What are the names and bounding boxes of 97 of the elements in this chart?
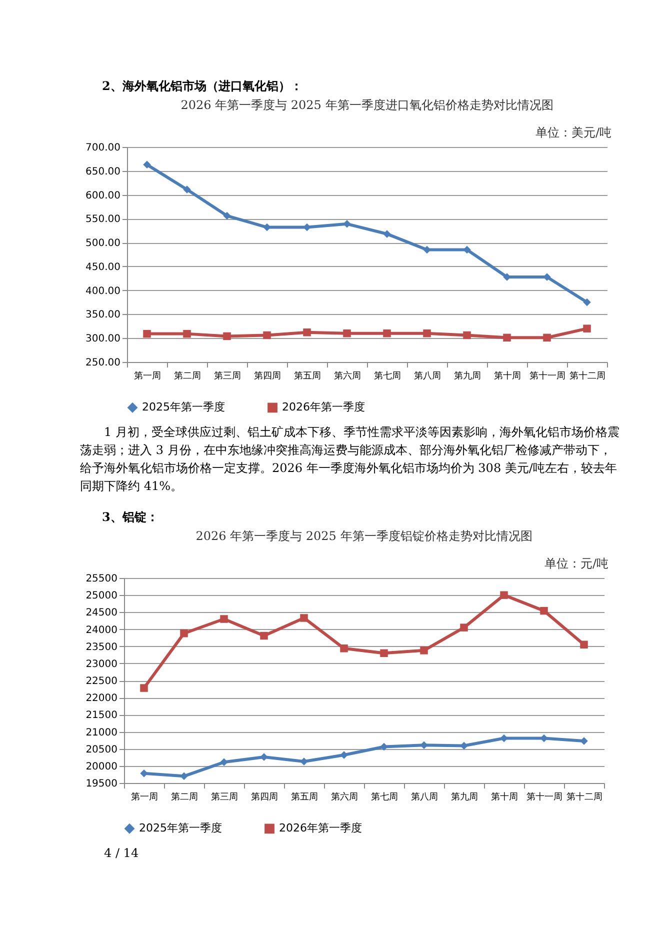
legend-label: 2026年第一季度	[279, 822, 362, 835]
point	[260, 753, 268, 761]
x-tick-label: 第九周	[454, 370, 481, 382]
y-axis-title: 单位：元/吨	[544, 556, 608, 570]
y-tick-label: 250.00	[86, 358, 120, 368]
point	[383, 230, 391, 238]
x-tick-label: 第五周	[294, 370, 321, 382]
point	[380, 649, 388, 658]
point	[220, 758, 228, 766]
y-tick-label: 550.00	[86, 214, 120, 226]
y-tick-label: 700.00	[86, 142, 120, 154]
point	[183, 186, 191, 194]
point	[500, 591, 508, 599]
point	[143, 160, 151, 169]
y-tick-label: 20500	[86, 744, 118, 756]
y-tick-label: 22000	[86, 693, 118, 704]
y-tick-label: 21000	[86, 727, 118, 738]
y-tick-label: 400.00	[86, 286, 120, 297]
point	[540, 606, 548, 615]
x-tick-label: 第十二周	[566, 792, 602, 802]
x-tick-label: 第二周	[174, 370, 201, 382]
x-tick-label: 第三周	[214, 370, 241, 382]
point	[423, 329, 431, 338]
legend-label: 2025年第一季度	[142, 400, 225, 414]
text: 3、铝锭：	[102, 509, 160, 526]
point	[583, 324, 591, 332]
x-tick-label: 第二周	[171, 792, 198, 802]
point	[583, 298, 591, 306]
y-tick-label: 21500	[86, 710, 118, 722]
x-tick-label: 第三周	[211, 792, 238, 802]
x-tick-label: 第八周	[414, 370, 441, 382]
point	[180, 629, 188, 638]
y-axis-title: 单位：美元/吨	[535, 126, 612, 140]
point	[223, 332, 231, 340]
x-tick-label: 第六周	[331, 792, 358, 802]
x-tick-label: 第十周	[491, 792, 518, 802]
point	[543, 334, 551, 342]
point	[420, 646, 428, 654]
y-tick-label: 23500	[86, 642, 118, 653]
y-tick-label: 20000	[86, 761, 118, 772]
point	[300, 758, 308, 766]
point	[420, 741, 428, 749]
point	[183, 330, 191, 338]
point	[463, 331, 471, 340]
point	[260, 632, 268, 640]
y-tick-label: 650.00	[86, 166, 120, 178]
point	[223, 212, 231, 220]
y-tick-label: 25500	[86, 574, 118, 584]
x-tick-label: 第五周	[291, 792, 318, 802]
legend-label: 2025年第一季度	[139, 822, 222, 835]
x-tick-label: 第六周	[334, 370, 361, 382]
point	[180, 772, 188, 780]
x-tick-label: 第十一周	[530, 370, 566, 382]
text: 4 / 14	[103, 845, 140, 862]
point	[340, 644, 348, 652]
y-tick-label: 600.00	[86, 190, 120, 202]
point	[140, 770, 148, 778]
chart-title: 2026 年第一季度与 2025 年第一季度铝锭价格走势对比情况图	[196, 529, 532, 543]
point	[300, 614, 308, 622]
x-tick-label: 第一周	[134, 370, 161, 382]
point	[220, 615, 228, 623]
x-tick-label: 第十一周	[526, 792, 562, 802]
x-tick-label: 第八周	[411, 792, 438, 802]
x-tick-label: 第九周	[451, 792, 478, 802]
y-tick-label: 350.00	[86, 310, 120, 321]
legend-label: 2026年第一季度	[282, 400, 365, 414]
x-tick-label: 第十周	[494, 370, 521, 382]
x-tick-label: 第十二周	[570, 370, 606, 382]
point	[343, 329, 351, 338]
point	[460, 624, 468, 632]
point	[140, 684, 148, 692]
point	[503, 334, 511, 342]
chart-title: 2026 年第一季度与 2025 年第一季度进口氧化铝价格走势对比情况图	[180, 98, 554, 112]
point	[143, 330, 151, 338]
point	[263, 331, 271, 340]
y-tick-label: 500.00	[86, 238, 120, 250]
point	[303, 328, 311, 336]
text: 2、海外氧化铝市场（进口氧化铝）：	[102, 78, 304, 95]
point	[580, 640, 588, 648]
y-tick-label: 24500	[86, 608, 118, 619]
y-tick-label: 23000	[86, 658, 118, 670]
y-tick-label: 25000	[86, 590, 118, 602]
point	[383, 329, 391, 338]
y-tick-label: 22500	[86, 676, 118, 687]
x-tick-label: 第一周	[131, 792, 158, 802]
x-tick-label: 第七周	[371, 792, 398, 802]
x-tick-label: 第四周	[254, 370, 281, 382]
text: 1 月初，受全球供应过剩、铝土矿成本下移、季节性需求平淡等因素影响，海外氧化铝市场价格震荡走弱；进入 3 月份，在中东地缘冲突推高海运费与能源成本、部分海外氧化铝厂检修减产带动下，给予海外氧化铝市场价格一定支撑。2026 年一季度海外氧化铝市场均价为 308 美元/吨左右，较去年同期下降约 41%。	[80, 424, 620, 495]
x-tick-label: 第四周	[251, 792, 278, 802]
point	[343, 220, 351, 228]
point	[340, 751, 348, 759]
y-tick-label: 300.00	[86, 334, 120, 345]
y-tick-label: 24000	[86, 624, 118, 636]
y-tick-label: 450.00	[86, 262, 120, 273]
y-tick-label: 19500	[86, 778, 118, 790]
point	[580, 737, 588, 745]
x-tick-label: 第七周	[374, 370, 401, 382]
